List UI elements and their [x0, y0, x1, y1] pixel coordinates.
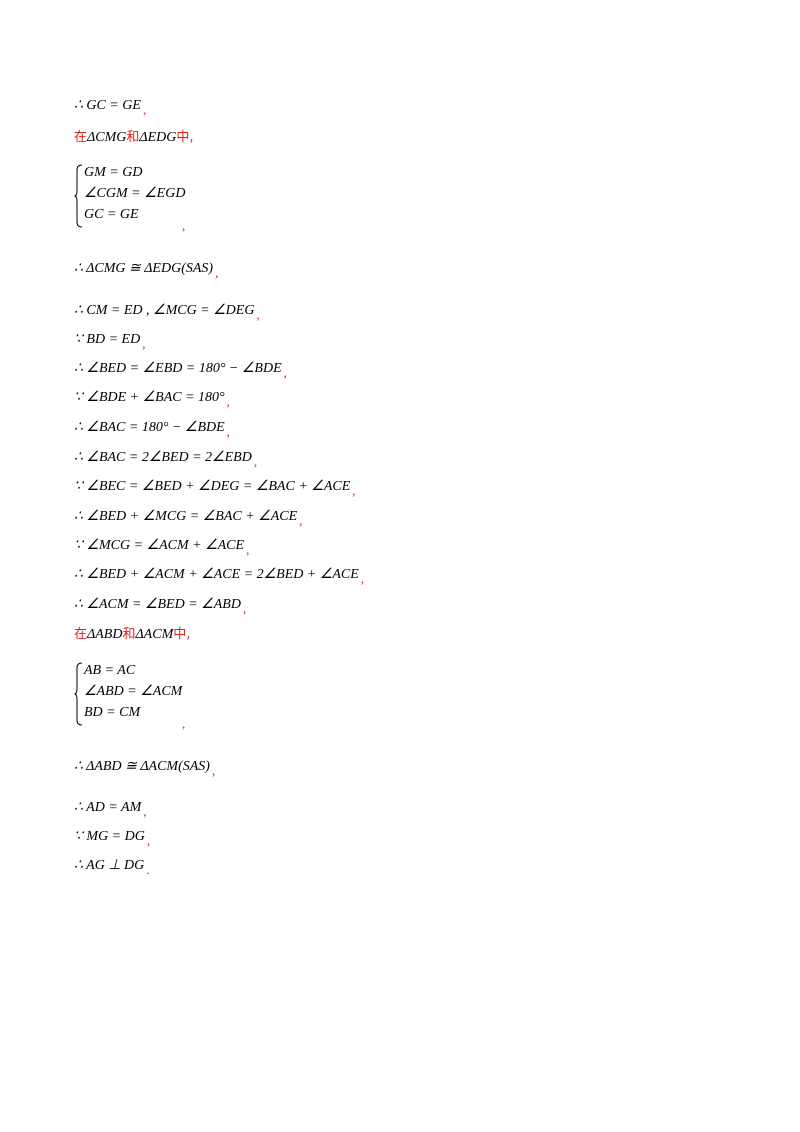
proof-line-13: ∵ ∠MCG = ∠ACM + ∠ACE,	[74, 538, 250, 557]
left-brace-icon	[74, 662, 83, 726]
proof-line-10: ∴ ∠BAC = 2∠BED = 2∠EBD,	[74, 450, 258, 469]
proof-line-18: ∴ ΔABD ≅ ΔACM(SAS),	[74, 759, 216, 778]
system-row: ∠CGM = ∠EGD	[84, 186, 186, 201]
proof-line-12: ∴ ∠BED + ∠MCG = ∠BAC + ∠ACE,	[74, 509, 303, 528]
proof-line-2: 在ΔCMG和ΔEDG中,	[74, 130, 194, 145]
proof-line-1: ∴ GC = GE,	[74, 98, 147, 117]
system-rows: AB = AC ∠ABD = ∠ACM BD = CM	[84, 662, 182, 725]
proof-line-6: ∵ BD = ED,	[74, 332, 146, 351]
equation-system-1: GM = GD ∠CGM = ∠EGD GC = GE	[74, 164, 214, 230]
proof-line-20: ∵ MG = DG,	[74, 829, 151, 848]
system-rows: GM = GD ∠CGM = ∠EGD GC = GE	[84, 164, 185, 227]
system-row: GM = GD	[84, 165, 143, 180]
system-row: GC = GE	[84, 207, 139, 222]
proof-line-5: ∴ CM = ED , ∠MCG = ∠DEG,	[74, 303, 260, 322]
proof-line-8: ∵ ∠BDE + ∠BAC = 180°,	[74, 390, 230, 409]
proof-line-11: ∵ ∠BEC = ∠BED + ∠DEG = ∠BAC + ∠ACE,	[74, 479, 356, 498]
system-punct: ,	[182, 218, 186, 233]
proof-line-9: ∴ ∠BAC = 180° − ∠BDE,	[74, 420, 230, 439]
system-row: ∠ABD = ∠ACM	[84, 684, 183, 699]
proof-line-16: 在ΔABD和ΔACM中,	[74, 627, 191, 642]
system-row: BD = CM	[84, 705, 141, 720]
equation-system-2: AB = AC ∠ABD = ∠ACM BD = CM	[74, 662, 214, 728]
system-row: AB = AC	[84, 663, 136, 678]
proof-line-19: ∴ AD = AM,	[74, 800, 147, 819]
left-brace-icon	[74, 164, 83, 228]
system-punct: ,	[182, 716, 186, 731]
proof-line-4: ∴ ΔCMG ≅ ΔEDG(SAS),	[74, 261, 219, 280]
proof-line-21: ∴ AG ⊥ DG.	[74, 858, 150, 877]
proof-line-14: ∴ ∠BED + ∠ACM + ∠ACE = 2∠BED + ∠ACE,	[74, 567, 365, 586]
proof-line-15: ∴ ∠ACM = ∠BED = ∠ABD,	[74, 597, 247, 616]
proof-line-7: ∴ ∠BED = ∠EBD = 180° − ∠BDE,	[74, 361, 287, 380]
